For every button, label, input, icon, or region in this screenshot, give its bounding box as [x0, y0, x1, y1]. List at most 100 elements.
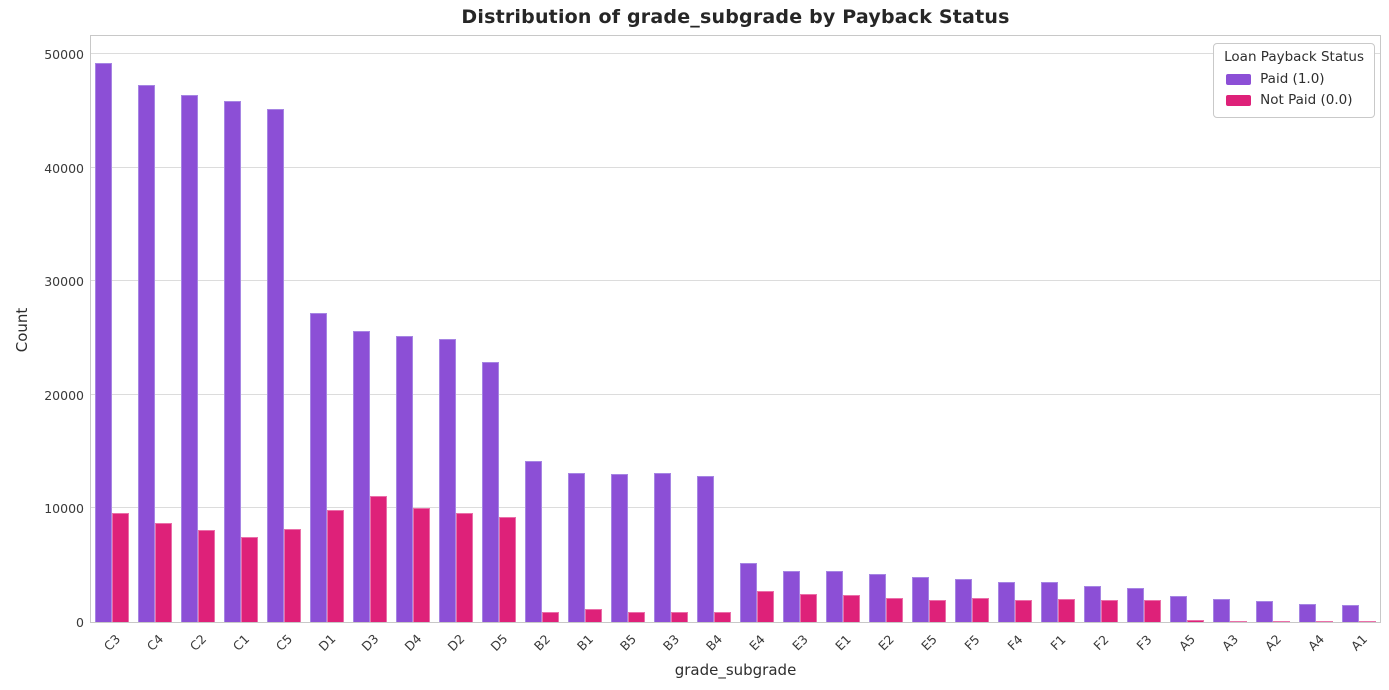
x-tick-label-E3: E3 — [789, 631, 811, 654]
y-tick-label-40000: 40000 — [44, 160, 84, 176]
bar-paid-A3 — [1212, 599, 1230, 622]
bar-paid-E3 — [782, 570, 800, 622]
bar-group-B1 — [564, 36, 607, 622]
bar-group-C5 — [263, 36, 306, 622]
x-axis-ticks: C3 C4 C2 C1 C5 D1 D3 D4 D2 D5 B2 B1 B5 B3 B4 E4 E3 E1 E2 E5… — [90, 624, 1381, 660]
bar-group-C4 — [134, 36, 177, 622]
bar-paid-B4 — [697, 475, 715, 622]
bar-paid-E4 — [740, 562, 758, 622]
bar-not-paid-D4 — [413, 508, 431, 622]
x-tick-label-D4: D4 — [401, 630, 425, 655]
y-tick-label-30000: 30000 — [44, 274, 84, 290]
bar-not-paid-F1 — [1057, 599, 1075, 622]
legend-swatch-not-paid — [1226, 94, 1252, 106]
bar-not-paid-E1 — [842, 594, 860, 622]
x-tick-cell-D5: D5 — [477, 624, 520, 660]
x-tick-cell-E2: E2 — [865, 624, 908, 660]
y-tick-label-10000: 10000 — [44, 501, 84, 517]
bar-group-E5 — [907, 36, 950, 622]
bar-paid-E1 — [825, 570, 843, 622]
bar-group-B2 — [521, 36, 564, 622]
x-tick-label-B2: B2 — [530, 631, 553, 654]
bar-not-paid-A4 — [1315, 621, 1333, 622]
x-tick-cell-D3: D3 — [348, 624, 391, 660]
legend-label-paid: Paid (1.0) — [1260, 71, 1325, 87]
bar-group-A4 — [1294, 36, 1337, 622]
bar-paid-A4 — [1298, 603, 1316, 622]
bar-group-C1 — [220, 36, 263, 622]
bar-not-paid-A2 — [1272, 621, 1290, 622]
bar-not-paid-D3 — [370, 495, 388, 622]
x-tick-label-A5: A5 — [1176, 631, 1199, 654]
bar-not-paid-B4 — [714, 611, 732, 622]
bar-group-D5 — [478, 36, 521, 622]
bar-paid-E5 — [911, 576, 929, 622]
bar-paid-C3 — [95, 63, 113, 622]
legend-item-not-paid: Not Paid (0.0) — [1224, 89, 1364, 110]
x-tick-cell-F2: F2 — [1080, 624, 1123, 660]
bar-paid-C5 — [267, 108, 285, 622]
x-tick-cell-B3: B3 — [649, 624, 692, 660]
bar-paid-A1 — [1341, 605, 1359, 622]
bar-paid-F1 — [1040, 582, 1058, 622]
x-tick-cell-C3: C3 — [90, 624, 133, 660]
x-tick-cell-C2: C2 — [176, 624, 219, 660]
bar-not-paid-A1 — [1358, 621, 1376, 622]
bar-not-paid-D5 — [499, 516, 517, 622]
bar-paid-B3 — [654, 473, 672, 622]
bar-group-C3 — [91, 36, 134, 622]
bar-paid-F5 — [954, 578, 972, 622]
chart-title: Distribution of grade_subgrade by Paybac… — [461, 6, 1010, 28]
bar-paid-A2 — [1255, 601, 1273, 622]
x-tick-label-D5: D5 — [487, 630, 511, 655]
x-tick-label-A2: A2 — [1262, 631, 1285, 654]
bar-paid-E2 — [868, 574, 886, 622]
x-tick-cell-C4: C4 — [133, 624, 176, 660]
x-tick-label-A4: A4 — [1305, 631, 1328, 654]
bar-group-E1 — [821, 36, 864, 622]
x-tick-label-F5: F5 — [961, 631, 983, 654]
bar-group-A2 — [1251, 36, 1294, 622]
bar-not-paid-E4 — [757, 591, 775, 622]
bar-group-D2 — [435, 36, 478, 622]
x-tick-label-B5: B5 — [616, 631, 640, 654]
y-axis-ticks: 0 10000 20000 30000 40000 50000 — [0, 35, 84, 630]
x-tick-cell-D1: D1 — [305, 624, 348, 660]
bar-group-F4 — [993, 36, 1036, 622]
x-tick-label-A3: A3 — [1219, 631, 1242, 654]
bar-not-paid-D2 — [456, 512, 474, 622]
x-tick-cell-B2: B2 — [520, 624, 563, 660]
x-tick-label-D2: D2 — [444, 630, 468, 655]
plot-area: Loan Payback Status Paid (1.0) Not Paid (… — [90, 35, 1381, 623]
bar-not-paid-A3 — [1229, 621, 1247, 622]
x-tick-cell-A2: A2 — [1252, 624, 1295, 660]
x-tick-cell-C1: C1 — [219, 624, 262, 660]
bar-group-F3 — [1122, 36, 1165, 622]
bar-not-paid-F2 — [1100, 599, 1118, 622]
bar-paid-D4 — [396, 335, 414, 622]
bar-not-paid-C1 — [241, 537, 259, 622]
bar-paid-A5 — [1169, 595, 1187, 622]
bar-paid-B1 — [568, 473, 586, 622]
x-tick-label-E2: E2 — [875, 631, 897, 654]
bar-group-E3 — [779, 36, 822, 622]
x-axis-title: grade_subgrade — [674, 661, 797, 679]
bar-paid-C4 — [138, 84, 156, 622]
x-tick-cell-B1: B1 — [563, 624, 606, 660]
bar-not-paid-E2 — [885, 598, 903, 622]
bar-paid-B2 — [525, 460, 543, 622]
bar-group-E2 — [864, 36, 907, 622]
legend-items: Paid (1.0) Not Paid (0.0) — [1224, 68, 1364, 110]
bar-not-paid-A5 — [1186, 620, 1204, 622]
x-tick-cell-A3: A3 — [1209, 624, 1252, 660]
x-tick-label-C2: C2 — [186, 631, 209, 654]
bar-paid-B5 — [611, 474, 629, 622]
bar-paid-D5 — [482, 361, 500, 622]
bar-group-C2 — [177, 36, 220, 622]
x-tick-label-E5: E5 — [918, 631, 941, 654]
legend-swatch-paid — [1226, 73, 1252, 85]
gridline-50000 — [91, 53, 1380, 54]
bar-group-F5 — [950, 36, 993, 622]
x-tick-label-B1: B1 — [573, 631, 597, 654]
x-tick-label-B4: B4 — [702, 631, 726, 654]
